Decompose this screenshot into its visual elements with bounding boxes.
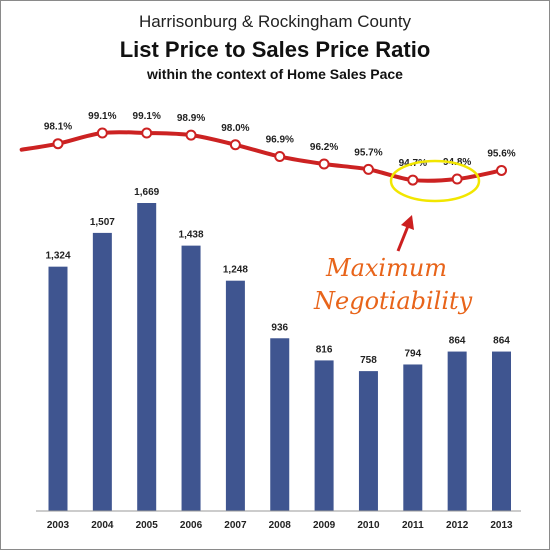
bar-2012	[447, 351, 467, 511]
annotation-arrow-icon	[396, 215, 414, 252]
ratio-point-2006	[185, 129, 197, 141]
x-tick-label-2007: 2007	[224, 520, 247, 531]
bar-label-2010: 758	[360, 355, 377, 366]
bar-label-2006: 1,438	[179, 230, 204, 241]
bar-label-2008: 936	[271, 322, 288, 333]
annotation-line-2: Negotiability	[313, 287, 473, 315]
ratio-label-2013: 95.6%	[487, 148, 515, 159]
ratio-label-2007: 98.0%	[221, 123, 249, 134]
bar-label-2012: 864	[449, 336, 466, 347]
ratio-point-2009	[318, 158, 330, 170]
bar-2008	[270, 338, 290, 511]
ratio-point-2011	[407, 174, 419, 186]
ratio-label-2010: 95.7%	[354, 147, 382, 158]
bar-label-2009: 816	[316, 344, 333, 355]
x-tick-label-2013: 2013	[490, 520, 513, 531]
bar-2011	[403, 364, 423, 511]
ratio-line	[19, 130, 504, 183]
x-axis: 2003 2004 2005 2006 2007 2008 2009 2010 2011 2012…	[36, 510, 521, 531]
ratio-point-2004	[96, 127, 108, 139]
x-tick-label-2010: 2010	[357, 520, 380, 531]
ratio-label-2004: 99.1%	[88, 111, 116, 122]
x-tick-label-2009: 2009	[313, 520, 336, 531]
ratio-series: 98.1% 99.1% 99.1% 98.9% 98.0% 96.9% 96.2% 95.7%…	[19, 111, 516, 186]
ratio-point-2005	[141, 127, 153, 139]
bar-label-2011: 794	[404, 348, 421, 359]
bar-2009	[314, 360, 334, 511]
bar-label-2004: 1,507	[90, 217, 115, 228]
bar-2007	[225, 280, 245, 511]
bar-label-2005: 1,669	[134, 187, 159, 198]
bar-label-2003: 1,324	[45, 251, 70, 262]
x-tick-label-2011: 2011	[402, 520, 424, 531]
bar-2003	[48, 266, 68, 511]
x-tick-label-2003: 2003	[47, 520, 70, 531]
ratio-point-2013	[496, 164, 507, 176]
maximum-negotiability-highlight	[389, 159, 481, 203]
x-tick-label-2004: 2004	[91, 520, 114, 531]
ratio-label-2009: 96.2%	[310, 142, 338, 153]
bar-series: 1,324 1,507 1,669 1,438 1,248 936 816 758 794 864…	[45, 187, 511, 511]
ratio-point-2012	[451, 173, 463, 185]
ratio-point-2008	[274, 151, 286, 163]
chart-title: List Price to Sales Price Ratio	[120, 37, 431, 62]
x-tick-label-2012: 2012	[446, 520, 469, 531]
ratio-label-2006: 98.9%	[177, 113, 205, 124]
ratio-point-2007	[229, 139, 241, 151]
ratio-label-2005: 99.1%	[133, 111, 161, 122]
bar-2010	[358, 371, 378, 511]
ratio-point-2010	[362, 163, 374, 175]
ratio-point-2003	[52, 138, 64, 150]
ratio-label-2003: 98.1%	[44, 122, 72, 133]
ratio-label-2008: 96.9%	[266, 135, 294, 146]
bar-2005	[137, 203, 157, 511]
x-tick-label-2005: 2005	[136, 520, 159, 531]
bar-2013	[492, 351, 511, 511]
chart-subtitle: within the context of Home Sales Pace	[146, 66, 403, 82]
annotation-line-1: Maximum	[325, 254, 447, 282]
bar-2006	[181, 245, 201, 511]
chart-title-location: Harrisonburg & Rockingham County	[139, 12, 412, 31]
bar-label-2007: 1,248	[223, 265, 248, 276]
bar-2004	[92, 232, 112, 511]
bar-label-2013: 864	[493, 336, 510, 347]
x-tick-label-2006: 2006	[180, 520, 203, 531]
x-tick-label-2008: 2008	[269, 520, 292, 531]
